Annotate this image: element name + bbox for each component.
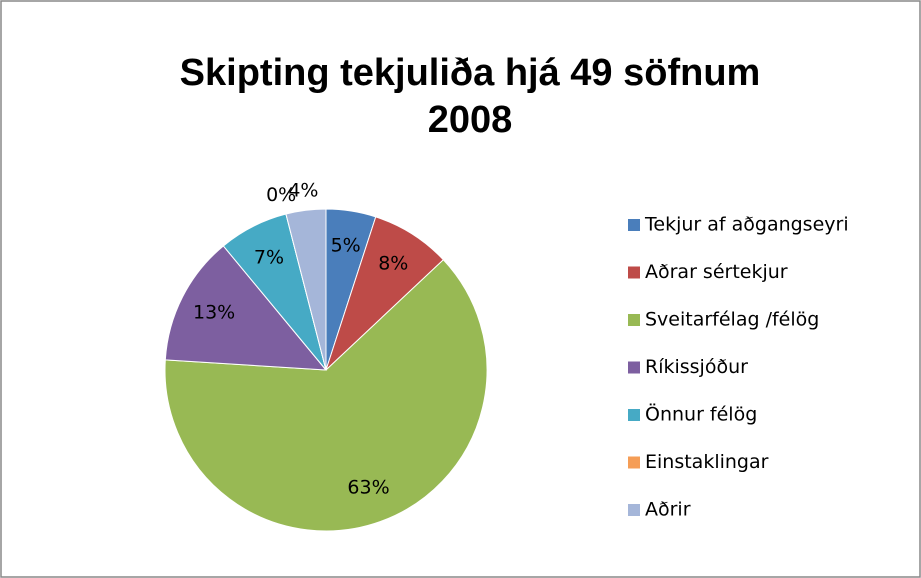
- pie-slice: [164, 259, 488, 532]
- legend-swatch: [628, 266, 640, 279]
- legend-label: Einstaklingar: [645, 451, 769, 473]
- chart-title: 2008: [428, 99, 513, 141]
- chart-title: Skipting tekjuliða hjá 49 söfnum: [180, 52, 761, 94]
- pie-slice: [285, 208, 327, 371]
- legend-swatch: [628, 504, 640, 516]
- legend-label: Ríkissjóður: [645, 356, 748, 378]
- data-label: 13%: [193, 301, 235, 323]
- data-label: 7%: [254, 247, 284, 269]
- data-label: 8%: [378, 252, 408, 274]
- data-label: 4%: [288, 180, 318, 202]
- legend-swatch: [628, 314, 640, 326]
- legend-swatch: [628, 219, 640, 231]
- data-label: 5%: [331, 234, 361, 256]
- legend-label: Tekjur af aðgangseyri: [644, 214, 849, 236]
- legend-label: Sveitarfélag /félög: [645, 309, 819, 331]
- data-label: 0%: [266, 184, 296, 206]
- legend-label: Önnur félög: [645, 403, 757, 426]
- legend-swatch: [628, 361, 640, 374]
- legend-label: Aðrar sértekjur: [645, 261, 788, 283]
- legend-label: Aðrir: [645, 499, 691, 521]
- legend-swatch: [628, 456, 640, 469]
- pie-slice: [164, 245, 328, 371]
- data-label: 63%: [347, 477, 389, 499]
- legend-swatch: [628, 409, 640, 421]
